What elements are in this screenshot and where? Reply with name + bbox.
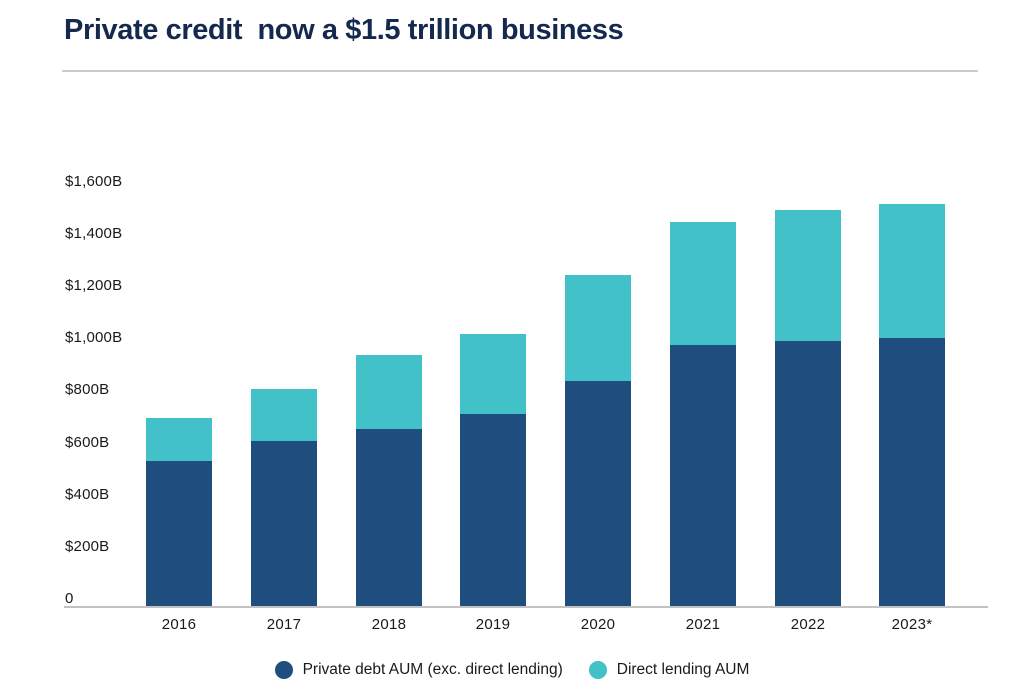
direct-lending-segment	[251, 389, 317, 441]
direct-lending-segment	[775, 210, 841, 341]
stacked-bar-2022	[775, 210, 841, 606]
x-axis-tick-label: 2019	[475, 616, 511, 633]
private-debt-segment	[565, 381, 631, 606]
private-debt-segment	[879, 338, 945, 606]
direct-lending-segment	[146, 418, 212, 461]
x-axis-tick-label: 2023*	[891, 616, 933, 633]
stacked-bar-2021	[670, 222, 736, 606]
private-debt-segment	[146, 461, 212, 606]
y-axis-tick-label: $1,600B	[65, 173, 123, 190]
y-axis-tick-label: $800B	[65, 381, 110, 398]
direct-lending-segment	[460, 334, 526, 414]
legend-label: Private debt AUM (exc. direct lending)	[302, 661, 563, 678]
stacked-bar-2020	[565, 275, 631, 606]
private-debt-segment	[670, 345, 736, 606]
stacked-bar-2023	[879, 204, 945, 606]
y-axis-tick-label: $1,200B	[65, 277, 123, 294]
x-axis-tick-label: 2022	[790, 616, 826, 633]
legend-label: Direct lending AUM	[616, 661, 750, 678]
y-axis-tick-label: $1,400B	[65, 225, 123, 242]
stacked-bar-2016	[146, 418, 212, 606]
direct-lending-segment	[670, 222, 736, 345]
direct-lending-segment	[879, 204, 945, 338]
y-axis-tick-label: $400B	[65, 486, 110, 503]
x-axis-tick-label: 2020	[580, 616, 616, 633]
x-axis-tick-label: 2018	[371, 616, 407, 633]
y-axis-tick-label: $600B	[65, 434, 110, 451]
private-debt-segment	[460, 414, 526, 606]
x-axis-tick-label: 2021	[685, 616, 721, 633]
legend-swatch-icon	[588, 661, 607, 679]
legend-item: Direct lending AUM	[588, 661, 750, 679]
x-axis-tick-label: 2017	[266, 616, 302, 633]
legend: Private debt AUM (exc. direct lending) Di…	[0, 661, 1024, 679]
stacked-bar-2019	[460, 334, 526, 606]
x-axis-tick-label: 2016	[161, 616, 197, 633]
stacked-bar-2018	[356, 355, 422, 606]
legend-item: Private debt AUM (exc. direct lending)	[274, 661, 563, 679]
private-debt-segment	[251, 441, 317, 606]
legend-swatch-icon	[274, 661, 293, 679]
y-axis-tick-label: $200B	[65, 538, 110, 555]
direct-lending-segment	[356, 355, 422, 429]
y-axis-tick-label: 0	[65, 590, 74, 607]
private-debt-segment	[356, 429, 422, 606]
x-axis-baseline	[64, 606, 988, 608]
direct-lending-segment	[565, 275, 631, 381]
y-axis-tick-label: $1,000B	[65, 329, 123, 346]
chart-title: Private credit now a $1.5 trillion busin…	[64, 14, 624, 46]
stacked-bar-2017	[251, 389, 317, 606]
title-divider	[62, 70, 978, 72]
private-debt-segment	[775, 341, 841, 606]
